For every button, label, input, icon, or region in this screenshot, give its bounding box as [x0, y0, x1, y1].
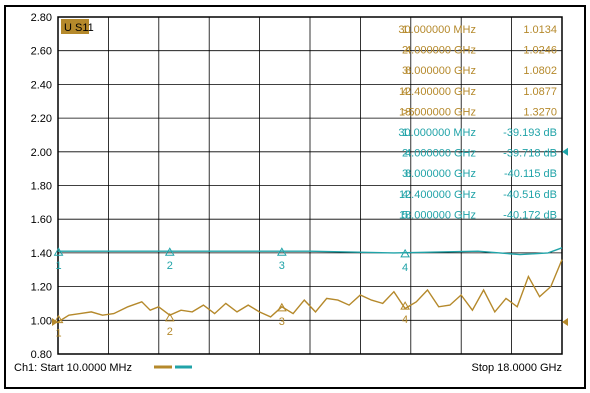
- trace-label-badge[interactable]: U S11: [61, 19, 94, 34]
- y-tick-label: 2.60: [31, 46, 52, 58]
- trace-s11-swr: [57, 259, 563, 323]
- footer-bar: Ch1: Start 10.0000 MHz Stop 18.0000 GHz: [14, 362, 562, 374]
- s11-plot: 2.80 2.60 2.40 2.20 2.00 1.80 1.60 1.40 1.20 1.00…: [14, 12, 568, 374]
- ref-level-tab-left[interactable]: [52, 317, 58, 326]
- marker-1[interactable]: 1: [53, 314, 64, 340]
- marker-value: 1.0134: [523, 24, 557, 36]
- marker-triangle: [53, 247, 64, 256]
- marker-value: 1.0246: [523, 45, 557, 57]
- marker-frequency: 12.400000 GHz: [399, 189, 476, 201]
- marker-number: 2: [167, 260, 173, 272]
- y-axis-ticks: 2.80 2.60 2.40 2.20 2.00 1.80 1.60 1.40 1.20 1.00…: [31, 12, 52, 361]
- marker-triangle: [164, 247, 175, 256]
- marker-num: 1:: [402, 127, 411, 139]
- trace-s11-logmag: [58, 247, 563, 256]
- marker-num: 4:: [402, 86, 411, 98]
- sweep-start-label: Ch1: Start 10.0000 MHz: [14, 362, 132, 374]
- y-tick-label: 2.40: [31, 79, 52, 91]
- marker-triangle: [276, 302, 287, 312]
- marker-number: 4: [402, 262, 408, 274]
- marker-value: 1.3270: [523, 106, 557, 118]
- marker-triangle: [53, 314, 64, 324]
- marker-num: 2:: [402, 148, 411, 160]
- marker-number: 2: [167, 326, 173, 338]
- marker-value: 1.0802: [523, 65, 557, 77]
- y-tick-label: 2.80: [31, 12, 52, 24]
- grid: [58, 17, 562, 354]
- marker-frequency: 8.000000 GHz: [405, 168, 476, 180]
- marker-frequency: 4.000000 GHz: [405, 45, 476, 57]
- marker-frequency: 12.400000 GHz: [399, 86, 476, 98]
- marker-num: 3:: [402, 168, 411, 180]
- marker-number: 1: [55, 328, 61, 340]
- y-tick-label: 0.80: [31, 349, 52, 361]
- marker-num: 5:: [402, 209, 411, 221]
- marker-value: 1.0877: [523, 86, 557, 98]
- marker-num: >5:: [402, 106, 418, 118]
- marker-num: 3:: [402, 65, 411, 77]
- y-tick-label: 1.20: [31, 282, 52, 294]
- marker-value: -40.516 dB: [503, 189, 557, 201]
- marker-4[interactable]: 4: [400, 248, 410, 274]
- y-tick-label: 1.40: [31, 248, 52, 260]
- marker-1[interactable]: 1: [53, 247, 64, 272]
- ref-level-tab-right-2[interactable]: [562, 147, 568, 156]
- marker-num: 1:: [402, 24, 411, 36]
- y-tick-label: 1.00: [31, 315, 52, 327]
- marker-frequency: 18.000000 GHz: [399, 209, 476, 221]
- marker-frequency: 8.000000 GHz: [405, 65, 476, 77]
- marker-3[interactable]: 3: [276, 302, 287, 328]
- marker-frequency: 30.000000 MHz: [398, 127, 476, 139]
- marker-frequency: 4.000000 GHz: [405, 148, 476, 160]
- marker-value: -40.172 dB: [503, 209, 557, 221]
- y-tick-label: 2.20: [31, 113, 52, 125]
- marker-2[interactable]: 2: [164, 247, 175, 272]
- marker-triangle: [276, 247, 287, 256]
- marker-num: 4:: [402, 189, 411, 201]
- marker-triangle: [400, 301, 410, 310]
- sweep-stop-label: Stop 18.0000 GHz: [471, 362, 562, 374]
- marker-value: -39.718 dB: [503, 148, 557, 160]
- marker-2[interactable]: 2: [164, 312, 175, 338]
- marker-4[interactable]: 4: [400, 301, 410, 326]
- marker-number: 4: [402, 314, 408, 326]
- marker-value: -39.193 dB: [503, 127, 557, 139]
- marker-frequency: 30.000000 MHz: [398, 24, 476, 36]
- marker-number: 3: [279, 260, 285, 272]
- markers: 1 2 3 4 1 2 3 4: [52, 147, 568, 340]
- marker-triangle: [164, 312, 175, 322]
- marker-num: 2:: [402, 45, 411, 57]
- marker-number: 3: [279, 316, 285, 328]
- ref-level-tab-right[interactable]: [562, 317, 568, 326]
- marker-3[interactable]: 3: [276, 247, 287, 272]
- marker-number: 1: [55, 260, 61, 272]
- trace-label: U S11: [64, 22, 94, 34]
- marker-frequency: 18.000000 GHz: [399, 106, 476, 118]
- marker-value: -40.115 dB: [504, 168, 557, 180]
- y-tick-label: 1.60: [31, 214, 52, 226]
- network-analyzer-display: 2.80 2.60 2.40 2.20 2.00 1.80 1.60 1.40 1.20 1.00…: [4, 5, 586, 389]
- marker-triangle: [400, 248, 410, 258]
- y-tick-label: 2.00: [31, 147, 52, 159]
- y-tick-label: 1.80: [31, 181, 52, 193]
- traces: [57, 247, 563, 323]
